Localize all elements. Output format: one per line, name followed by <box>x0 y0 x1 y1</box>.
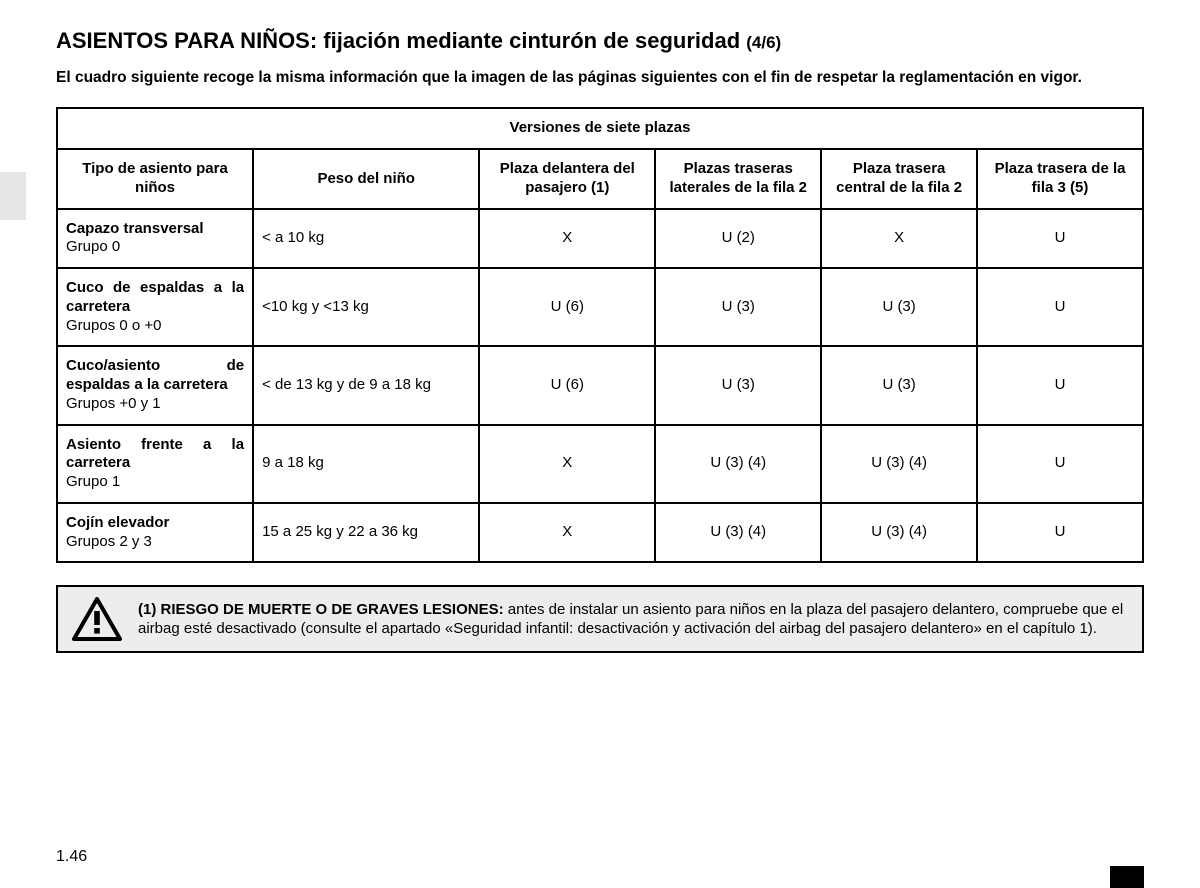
warning-icon <box>72 597 122 641</box>
warning-lead: (1) RIESGO DE MUERTE O DE GRAVES LESIONE… <box>138 601 508 618</box>
table-row: Capazo transversalGrupo 0 < a 10 kg X U … <box>57 209 1143 269</box>
value-cell: U <box>977 268 1143 346</box>
value-cell: X <box>479 503 655 563</box>
value-cell: U (3) (4) <box>821 425 977 503</box>
col-header: Plazas traseras laterales de la fila 2 <box>655 149 821 209</box>
value-cell: U (3) <box>655 346 821 424</box>
value-cell: U <box>977 425 1143 503</box>
value-cell: U (3) (4) <box>821 503 977 563</box>
corner-mark <box>1110 866 1144 888</box>
value-cell: U (3) (4) <box>655 425 821 503</box>
col-header: Plaza trasera central de la fila 2 <box>821 149 977 209</box>
weight-cell: 9 a 18 kg <box>253 425 479 503</box>
seat-group: Grupos 2 y 3 <box>66 533 152 550</box>
seat-group: Grupo 1 <box>66 473 120 490</box>
value-cell: X <box>479 209 655 269</box>
value-cell: U <box>977 346 1143 424</box>
seat-name: Cojín elevador <box>66 514 169 531</box>
value-cell: U (3) <box>821 346 977 424</box>
value-cell: U (3) <box>821 268 977 346</box>
seat-name: Capazo transversal <box>66 220 204 237</box>
page-title: ASIENTOS PARA NIÑOS: fijación mediante c… <box>56 28 1144 54</box>
seat-name: Asiento frente a la carretera <box>66 436 244 472</box>
seat-name: Cuco de espaldas a la carretera <box>66 279 244 315</box>
child-seat-table: Versiones de siete plazas Tipo de asient… <box>56 107 1144 563</box>
value-cell: U (6) <box>479 346 655 424</box>
table-row: Asiento frente a la carreteraGrupo 1 9 a… <box>57 425 1143 503</box>
value-cell: U (3) (4) <box>655 503 821 563</box>
page-number: 1.46 <box>56 848 87 866</box>
seat-group: Grupos 0 o +0 <box>66 317 161 334</box>
col-header: Plaza delantera del pasajero (1) <box>479 149 655 209</box>
value-cell: X <box>821 209 977 269</box>
seat-group: Grupos +0 y 1 <box>66 395 161 412</box>
warning-box: (1) RIESGO DE MUERTE O DE GRAVES LESIONE… <box>56 585 1144 653</box>
seat-name: Cuco/asiento de espaldas a la carretera <box>66 357 244 393</box>
title-sub: (4/6) <box>746 33 781 52</box>
col-header: Tipo de asiento para niños <box>57 149 253 209</box>
weight-cell: < de 13 kg y de 9 a 18 kg <box>253 346 479 424</box>
warning-text: (1) RIESGO DE MUERTE O DE GRAVES LESIONE… <box>138 600 1128 639</box>
table-title: Versiones de siete plazas <box>57 108 1143 149</box>
weight-cell: <10 kg y <13 kg <box>253 268 479 346</box>
value-cell: U (6) <box>479 268 655 346</box>
table-row: Cuco/asiento de espaldas a la carretera G… <box>57 346 1143 424</box>
value-cell: U <box>977 209 1143 269</box>
weight-cell: 15 a 25 kg y 22 a 36 kg <box>253 503 479 563</box>
value-cell: X <box>479 425 655 503</box>
value-cell: U (3) <box>655 268 821 346</box>
value-cell: U (2) <box>655 209 821 269</box>
value-cell: U <box>977 503 1143 563</box>
table-row: Cuco de espaldas a la carretera Grupos 0 … <box>57 268 1143 346</box>
seat-group: Grupo 0 <box>66 238 120 255</box>
side-tab <box>0 172 26 220</box>
table-row: Cojín elevador Grupos 2 y 3 15 a 25 kg y … <box>57 503 1143 563</box>
col-header: Peso del niño <box>253 149 479 209</box>
page-content: ASIENTOS PARA NIÑOS: fijación mediante c… <box>0 0 1200 653</box>
title-main: ASIENTOS PARA NIÑOS: fijación mediante c… <box>56 28 746 53</box>
weight-cell: < a 10 kg <box>253 209 479 269</box>
col-header: Plaza trasera de la fila 3 (5) <box>977 149 1143 209</box>
intro-text: El cuadro siguiente recoge la misma info… <box>56 68 1144 87</box>
